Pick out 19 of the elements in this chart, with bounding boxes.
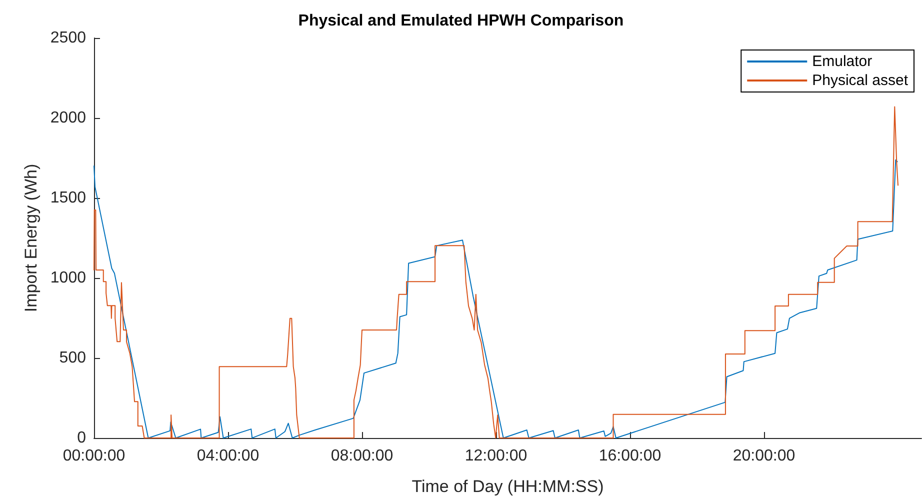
x-tick-label: 00:00:00 [62,448,126,464]
y-tick-label: 500 [59,350,86,366]
x-axis-title: Time of Day (HH:MM:SS) [412,477,604,496]
legend-label: Physical asset [812,72,909,89]
x-tick-label: 04:00:00 [196,448,260,464]
x-tick-label: 16:00:00 [598,448,662,464]
chart-title: Physical and Emulated HPWH Comparison [298,12,624,30]
y-tick-label: 0 [77,430,86,446]
x-tick-label: 08:00:00 [330,448,394,464]
legend-label: Emulator [812,53,872,70]
line-series [94,159,898,438]
x-tick-label: 20:00:00 [732,448,796,464]
y-tick-label: 1000 [50,270,86,286]
y-axis-title: Import Energy (Wh) [22,164,41,312]
x-tick-label: 12:00:00 [464,448,528,464]
line-series [94,106,898,438]
y-tick-label: 2000 [50,110,86,126]
y-tick-label: 1500 [50,190,86,206]
y-tick-label: 2500 [50,30,86,46]
